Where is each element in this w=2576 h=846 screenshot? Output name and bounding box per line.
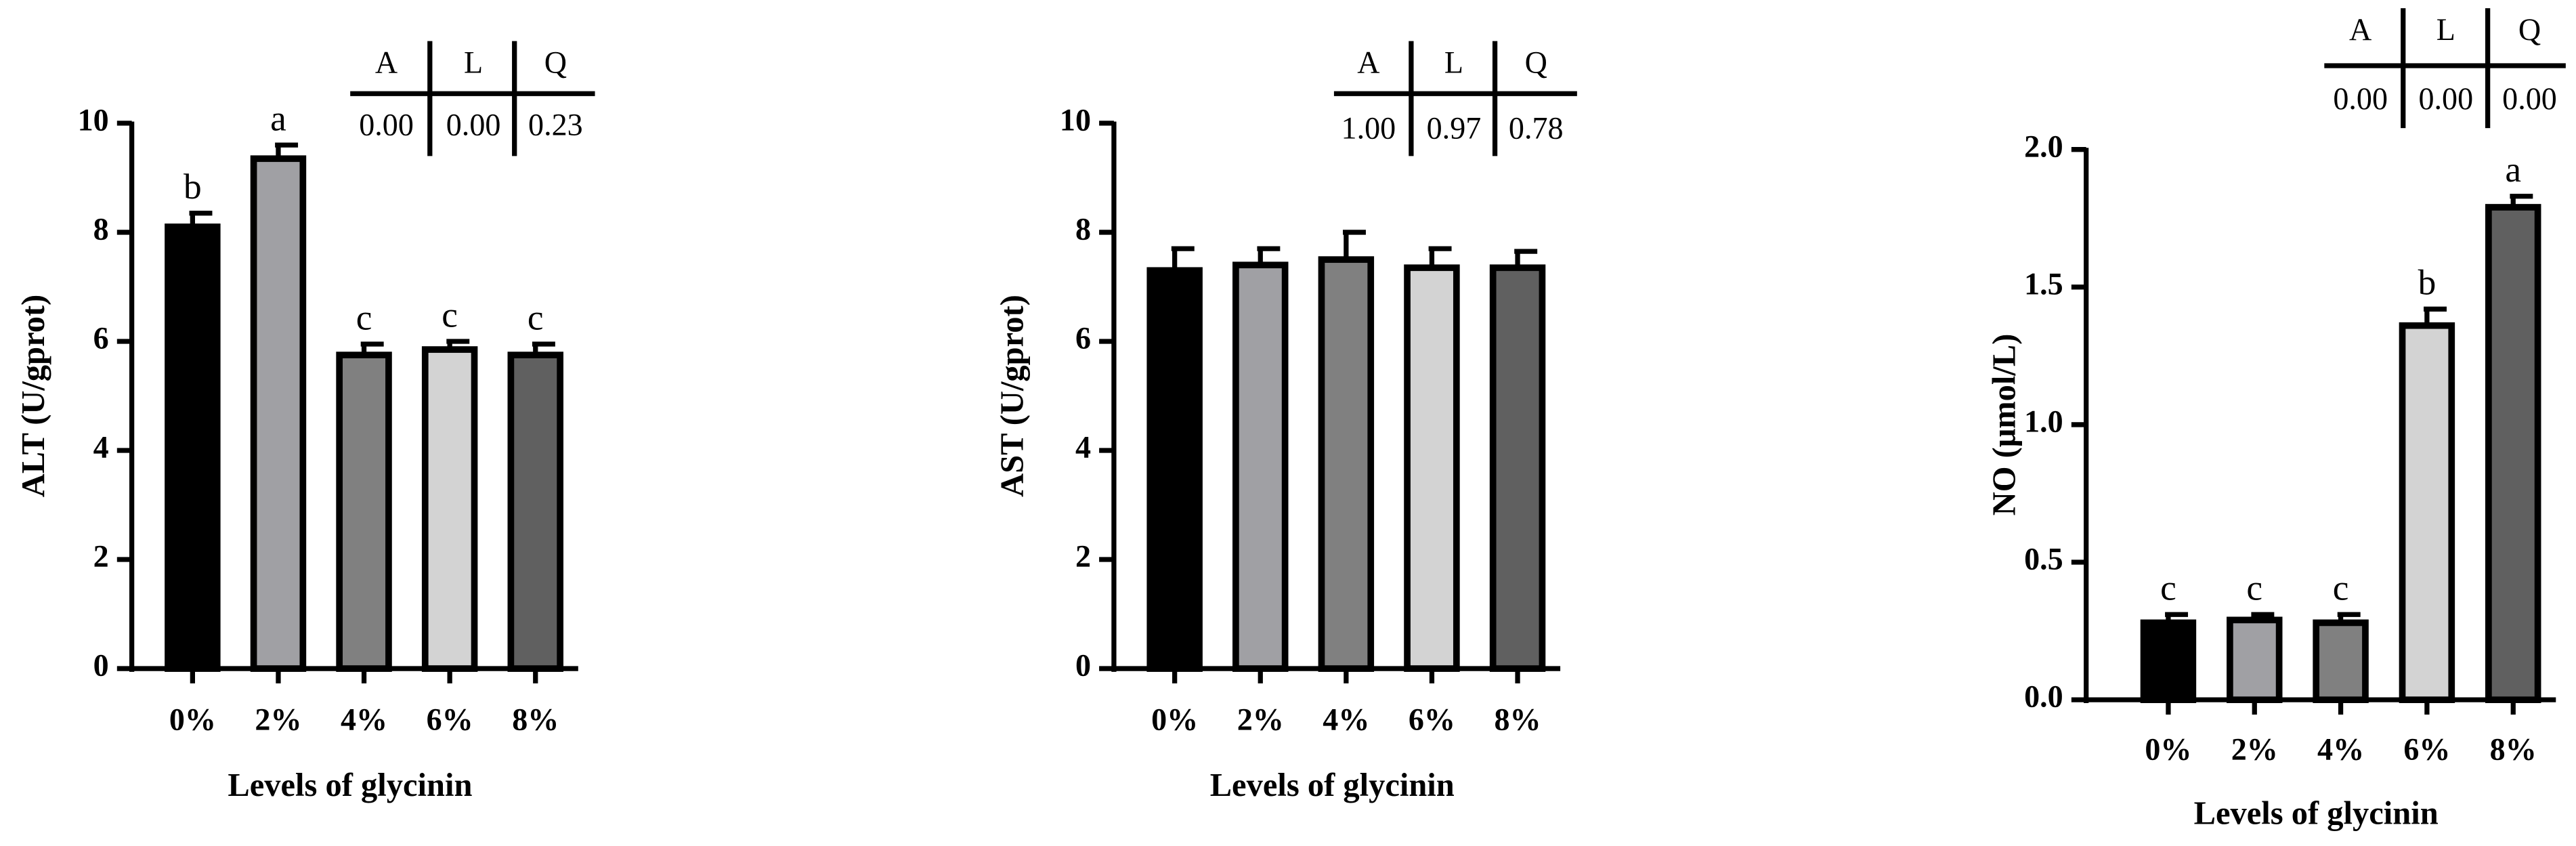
y-tick-label: 1.0: [2024, 404, 2063, 439]
bar: [507, 352, 563, 672]
y-tick-label: 4: [1075, 430, 1091, 465]
table-value: 0.00: [2333, 81, 2388, 116]
table-value: 1.00: [1341, 111, 1396, 146]
y-tick-label: 0: [1075, 648, 1091, 683]
table-header: L: [1444, 45, 1463, 80]
y-tick-label: 0: [93, 648, 109, 683]
x-tick-label: 2%: [1237, 702, 1284, 737]
y-tick-label: 0.5: [2024, 542, 2063, 576]
significance-letter: c: [356, 297, 372, 337]
bar: [250, 155, 307, 672]
table-header: Q: [2518, 12, 2541, 47]
x-tick-label: 2%: [2231, 732, 2278, 766]
table-header: A: [375, 45, 398, 80]
bar: [1146, 267, 1203, 672]
y-axis-title: ALT (U/gprot): [16, 295, 51, 498]
bar: [2227, 616, 2283, 704]
table-value: 0.00: [2418, 81, 2473, 116]
x-tick-label: 4%: [2317, 732, 2364, 766]
table-header: A: [2349, 12, 2371, 47]
x-tick-label: 4%: [341, 702, 387, 737]
x-tick-label: 2%: [255, 702, 301, 737]
significance-letter: c: [442, 294, 458, 335]
bar: [165, 224, 221, 672]
table-value: 0.23: [528, 108, 583, 142]
table-header: Q: [544, 45, 567, 80]
significance-letter: c: [528, 297, 544, 337]
y-tick-label: 2.0: [2024, 129, 2063, 163]
x-tick-label: 6%: [2403, 732, 2450, 766]
x-tick-label: 8%: [2490, 732, 2537, 766]
y-tick-label: 6: [1075, 321, 1091, 356]
y-tick-label: 8: [1075, 212, 1091, 247]
table-header: A: [1357, 45, 1379, 80]
x-axis-title: Levels of glycinin: [1210, 767, 1455, 803]
table-value: 0.78: [1509, 111, 1564, 146]
y-tick-label: 8: [93, 212, 109, 247]
y-axis-title: AST (U/gprot): [995, 295, 1031, 497]
x-tick-label: 0%: [2145, 732, 2191, 766]
bar: [1232, 261, 1289, 672]
significance-letter: c: [2333, 568, 2349, 608]
significance-letter: a: [2505, 149, 2521, 190]
table-header: L: [464, 45, 483, 80]
y-tick-label: 4: [93, 430, 109, 465]
table-header: L: [2437, 12, 2455, 47]
significance-letter: b: [2418, 262, 2437, 303]
y-axis-title: NO (μmol/L): [1986, 334, 2022, 516]
x-tick-label: 4%: [1323, 702, 1369, 737]
significance-letter: a: [270, 98, 286, 138]
x-tick-label: 6%: [1409, 702, 1455, 737]
y-tick-label: 1.5: [2024, 266, 2063, 301]
bar: [336, 352, 392, 672]
y-tick-label: 0.0: [2024, 679, 2063, 714]
x-tick-label: 8%: [1495, 702, 1541, 737]
significance-letter: c: [2246, 568, 2262, 608]
significance-letter: b: [184, 166, 202, 207]
bar: [2485, 204, 2541, 704]
table-value: 0.97: [1427, 111, 1482, 146]
x-axis-title: Levels of glycinin: [228, 767, 472, 803]
table-header: Q: [1525, 45, 1547, 80]
bar: [421, 346, 478, 672]
x-tick-label: 0%: [1151, 702, 1198, 737]
bar: [2140, 619, 2197, 704]
bar: [2313, 619, 2369, 704]
y-tick-label: 2: [93, 539, 109, 574]
bar: [2399, 322, 2455, 704]
y-tick-label: 10: [1060, 102, 1091, 137]
y-tick-label: 10: [78, 102, 109, 137]
x-tick-label: 0%: [169, 702, 216, 737]
significance-letter: c: [2160, 568, 2176, 608]
x-tick-label: 8%: [512, 702, 559, 737]
table-value: 0.00: [446, 108, 501, 142]
y-tick-label: 2: [1075, 539, 1091, 574]
table-value: 0.00: [359, 108, 414, 142]
y-tick-label: 6: [93, 321, 109, 356]
bar: [1318, 256, 1375, 672]
x-tick-label: 6%: [427, 702, 473, 737]
x-axis-title: Levels of glycinin: [2194, 795, 2439, 831]
table-value: 0.00: [2502, 81, 2557, 116]
bar: [1489, 264, 1546, 672]
bar: [1404, 264, 1460, 672]
